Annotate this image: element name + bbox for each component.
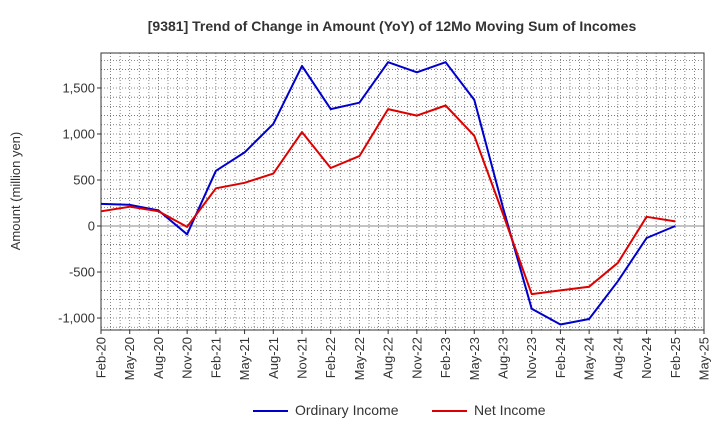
x-tick-label: May-25 — [697, 337, 712, 380]
x-tick-label: Nov-20 — [180, 337, 195, 379]
y-tick-label: 1,000 — [62, 126, 95, 141]
x-tick-label: Aug-22 — [381, 337, 396, 379]
x-tick-label: May-21 — [237, 337, 252, 380]
legend: Ordinary Income Net Income — [253, 402, 546, 418]
y-tick-label: -1,000 — [58, 311, 95, 326]
x-tick-label: Feb-24 — [553, 337, 568, 378]
x-tick-label: Nov-22 — [409, 337, 424, 379]
x-tick-label: Aug-20 — [151, 337, 166, 379]
x-tick-label: Feb-20 — [94, 337, 109, 378]
chart-title: [9381] Trend of Change in Amount (YoY) o… — [148, 18, 637, 34]
legend-label: Net Income — [474, 402, 546, 418]
x-tick-label: Feb-25 — [668, 337, 683, 378]
x-tick-label: Aug-24 — [610, 337, 625, 379]
x-tick-label: Nov-24 — [639, 337, 654, 379]
y-tick-label: 500 — [73, 172, 95, 187]
plot-frame — [100, 52, 705, 331]
y-tick-label: -500 — [69, 265, 95, 280]
plot-area — [101, 53, 704, 330]
x-tick-label: Aug-21 — [266, 337, 281, 379]
series-line — [100, 104, 676, 296]
y-tick-label: 1,500 — [62, 80, 95, 95]
x-tick-label: Feb-21 — [208, 337, 223, 378]
x-tick-label: May-23 — [467, 337, 482, 380]
x-tick-label: May-24 — [582, 337, 597, 380]
y-axis-label: Amount (million yen) — [8, 132, 23, 251]
legend-label: Ordinary Income — [295, 402, 399, 418]
x-tick-label: Aug-23 — [496, 337, 511, 379]
y-tick-label: 0 — [88, 219, 95, 234]
x-tick-label: Feb-23 — [438, 337, 453, 378]
grid — [101, 53, 704, 330]
series-lines — [100, 61, 676, 326]
x-tick-label: May-20 — [122, 337, 137, 380]
x-tick-label: May-22 — [352, 337, 367, 380]
x-tick-label: Nov-21 — [295, 337, 310, 379]
x-tick-label: Feb-22 — [323, 337, 338, 378]
axes: -1,000 -500 0 500 1,000 1,500 Feb-20 May-20 Aug-… — [58, 52, 712, 380]
x-tick-label: Nov-23 — [524, 337, 539, 379]
